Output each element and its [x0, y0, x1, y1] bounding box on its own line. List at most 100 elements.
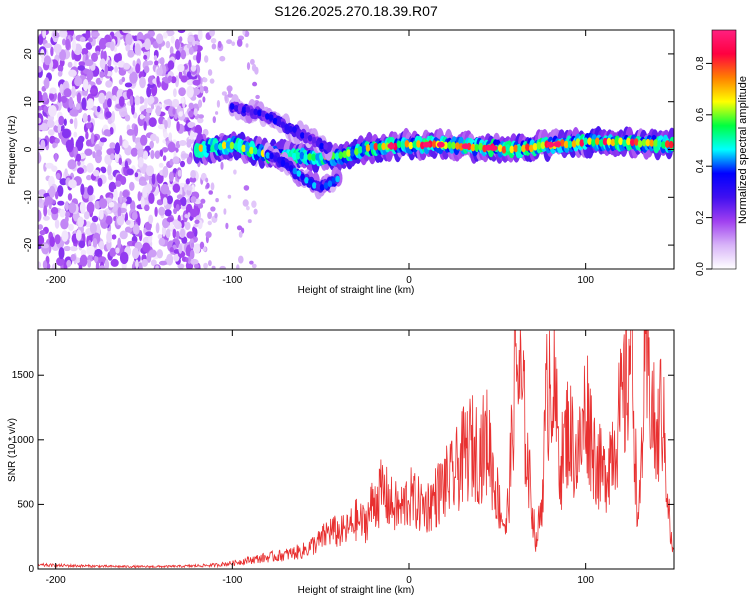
noise-blob [165, 228, 171, 239]
noise-blob [77, 167, 84, 174]
noise-blob [69, 109, 79, 117]
noise-blob [89, 88, 97, 95]
noise-blob [69, 246, 78, 252]
noise-blob [75, 103, 81, 110]
noise-blob [99, 265, 105, 269]
noise-blob [167, 116, 171, 129]
noise-blob [167, 60, 175, 70]
noise-blob [119, 230, 128, 240]
noise-blob [103, 129, 111, 137]
noise-blob [67, 159, 77, 170]
noise-blob [179, 36, 183, 43]
noise-blob [99, 58, 106, 69]
noise-blob [65, 139, 75, 151]
noise-blob [38, 151, 41, 164]
noise-blob [163, 131, 168, 139]
noise-blob [91, 31, 100, 38]
main-echo-core [610, 138, 616, 147]
noise-blob [172, 183, 181, 193]
noise-blob [88, 37, 93, 43]
noise-blob [166, 217, 174, 223]
noise-blob [132, 247, 140, 260]
noise-blob [70, 254, 77, 262]
noise-blob [178, 243, 183, 254]
noise-blob [106, 71, 113, 77]
noise-blob [238, 255, 244, 264]
noise-blob [165, 40, 171, 49]
noise-blob [224, 94, 228, 102]
main-echo-core [241, 144, 246, 153]
main-echo-core [303, 153, 309, 161]
noise-blob [190, 196, 197, 203]
noise-blob [145, 107, 153, 114]
noise-blob [193, 264, 200, 269]
main-echo-core [587, 137, 592, 145]
lower-branch-core [335, 175, 340, 183]
noise-blob [166, 253, 174, 266]
noise-blob [85, 139, 92, 147]
upper-branch-core [292, 126, 297, 133]
noise-blob [193, 223, 199, 228]
noise-blob [73, 117, 78, 130]
noise-blob [143, 121, 147, 131]
lower-branch-core [308, 178, 313, 186]
noise-blob [57, 71, 63, 77]
noise-blob [43, 205, 48, 217]
noise-blob [84, 148, 93, 156]
main-echo-core [229, 141, 235, 150]
noise-blob [205, 231, 212, 239]
noise-blob [98, 256, 107, 265]
noise-blob [161, 147, 169, 153]
noise-blob [78, 61, 86, 67]
main-echo-core [497, 144, 503, 152]
noise-blob [172, 228, 177, 239]
noise-blob [86, 122, 92, 129]
noise-blob [245, 43, 249, 48]
main-echo-core [221, 141, 227, 150]
noise-blob [56, 257, 65, 266]
noise-blob [74, 76, 83, 87]
noise-blob [58, 247, 65, 260]
snr-x-tick-label: 0 [406, 575, 412, 586]
main-echo-core [606, 137, 612, 146]
noise-blob [139, 76, 146, 89]
noise-blob [107, 59, 112, 67]
noise-blob [134, 43, 141, 56]
noise-blob [140, 196, 145, 209]
noise-blob [220, 161, 224, 170]
noise-blob [126, 129, 135, 136]
noise-blob [82, 78, 89, 92]
colorbar-tick-label: 0.2 [695, 210, 706, 224]
noise-blob [109, 142, 116, 149]
noise-blob [76, 92, 82, 104]
snr-y-label: SNR (10 * v/v) [7, 418, 18, 482]
noise-blob [162, 32, 168, 39]
lower-branch-core [269, 152, 274, 160]
noise-blob [252, 81, 258, 87]
noise-blob [193, 108, 198, 117]
noise-blob [144, 204, 150, 212]
noise-blob [106, 231, 113, 243]
noise-blob [58, 115, 65, 126]
upper-branch-core [272, 117, 278, 125]
noise-blob [54, 234, 61, 245]
noise-blob [38, 66, 42, 73]
snr-panel: -200 -100 0 100 0 500 1000 1500 Height of stra… [7, 329, 675, 596]
upper-branch-core [284, 123, 290, 131]
upper-branch-core [300, 132, 305, 139]
noise-blob [146, 86, 152, 98]
main-echo-core [338, 151, 344, 159]
heatmap-x-label: Height of straight line (km) [298, 285, 415, 296]
noise-blob [172, 219, 180, 226]
noise-blob [210, 206, 216, 212]
upper-branch-core [265, 113, 270, 120]
noise-blob [197, 99, 203, 108]
noise-blob [98, 92, 106, 105]
noise-blob [156, 249, 163, 259]
noise-blob [44, 43, 52, 49]
noise-blob [86, 201, 95, 214]
noise-blob [67, 61, 73, 68]
noise-blob [105, 215, 113, 225]
noise-blob [43, 105, 49, 113]
